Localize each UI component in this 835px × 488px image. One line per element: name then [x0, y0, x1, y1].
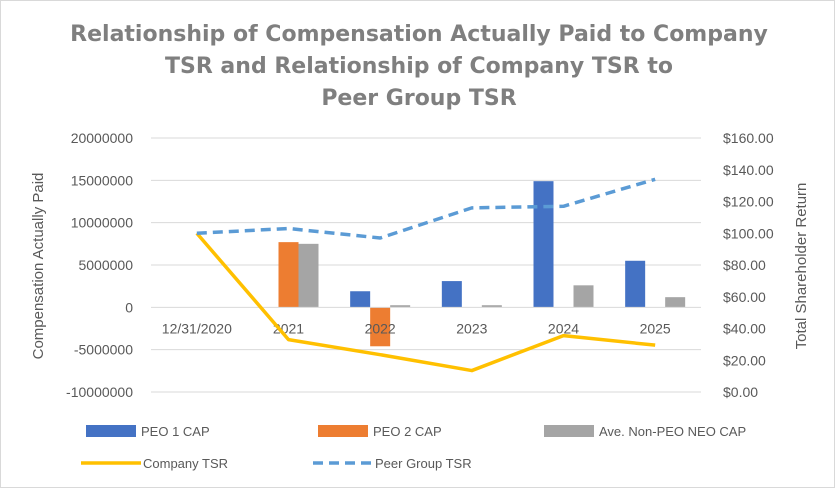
left-axis-ticks: 20000000 15000000 10000000 5000000 0 -5000000… — [66, 130, 133, 400]
y-tick-label: 20000000 — [71, 130, 134, 146]
bar-peo-1-cap — [625, 260, 646, 308]
bar-peo-1-cap — [350, 291, 371, 308]
legend: PEO 1 CAP PEO 2 CAP Ave. Non-PEO NEO CAP Co… — [81, 424, 746, 471]
line-marks — [195, 177, 656, 373]
legend-swatch-peo-2-cap — [318, 425, 368, 437]
bar-ave-non-peo-neo-cap — [573, 285, 594, 308]
title-line-1: Relationship of Compensation Actually Pa… — [70, 22, 768, 47]
bar-marks — [278, 181, 686, 347]
bar-peo-2-cap — [370, 307, 391, 347]
legend-swatch-ave-non-peo-neo-cap — [544, 425, 594, 437]
category-label: 2025 — [640, 320, 671, 336]
title-line-3: Peer Group TSR — [321, 86, 516, 111]
y2-tick-label: $140.00 — [723, 162, 774, 178]
y-tick-label: 0 — [125, 299, 133, 315]
y2-tick-label: $80.00 — [723, 257, 766, 273]
category-label: 2024 — [548, 320, 579, 336]
category-label: 2022 — [365, 320, 396, 336]
category-label: 2023 — [456, 320, 487, 336]
y2-tick-label: $0.00 — [723, 384, 758, 400]
bar-ave-non-peo-neo-cap — [390, 305, 411, 308]
y-tick-label: 10000000 — [71, 215, 134, 231]
legend-label-company-tsr: Company TSR — [143, 456, 228, 471]
legend-swatch-peo-1-cap — [86, 425, 136, 437]
category-labels: 12/31/2020 2021 2022 2023 2024 2025 — [162, 320, 671, 336]
y2-tick-label: $40.00 — [723, 321, 766, 337]
bar-peo-1-cap — [533, 181, 554, 308]
line-peer-group-tsr — [196, 177, 656, 240]
legend-label-ave-non-peo-neo-cap: Ave. Non-PEO NEO CAP — [599, 424, 746, 439]
y2-tick-label: $120.00 — [723, 194, 774, 210]
legend-label-peo-1-cap: PEO 1 CAP — [141, 424, 210, 439]
y2-tick-label: $60.00 — [723, 289, 766, 305]
chart-title: Relationship of Compensation Actually Pa… — [70, 22, 768, 111]
gridlines — [151, 137, 701, 393]
y-tick-label: 15000000 — [71, 172, 134, 188]
legend-label-peo-2-cap: PEO 2 CAP — [373, 424, 442, 439]
y2-axis-title: Total Shareholder Return — [793, 183, 810, 350]
y2-tick-label: $160.00 — [723, 130, 774, 146]
y-tick-label: -5000000 — [74, 342, 133, 358]
y2-tick-label: $20.00 — [723, 352, 766, 368]
bar-ave-non-peo-neo-cap — [481, 305, 502, 308]
bar-peo-2-cap — [278, 242, 299, 308]
bar-peo-1-cap — [441, 281, 462, 308]
bar-ave-non-peo-neo-cap — [298, 243, 319, 308]
line-company-tsr — [195, 232, 656, 373]
y2-tick-label: $100.00 — [723, 225, 774, 241]
y-tick-label: -10000000 — [66, 384, 133, 400]
bar-ave-non-peo-neo-cap — [665, 297, 686, 308]
legend-label-peer-group-tsr: Peer Group TSR — [375, 456, 472, 471]
title-line-2: TSR and Relationship of Company TSR to — [165, 54, 673, 79]
category-label: 12/31/2020 — [162, 320, 232, 336]
y-axis-title: Compensation Actually Paid — [30, 173, 47, 360]
right-axis-ticks: $160.00 $140.00 $120.00 $100.00 $80.00 $60.00… — [723, 130, 774, 400]
y-tick-label: 5000000 — [78, 257, 133, 273]
